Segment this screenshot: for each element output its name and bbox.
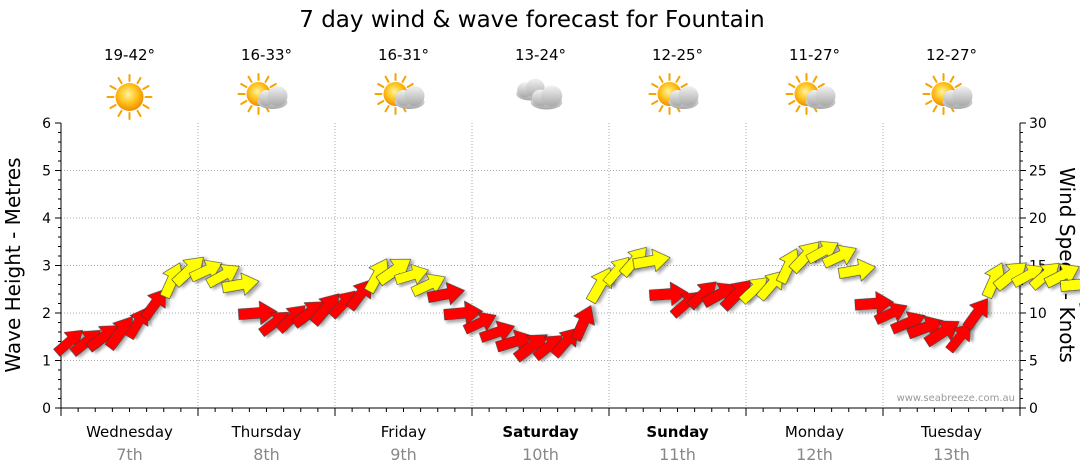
x-axis-ticks: [60, 408, 1021, 416]
left-tick-label: 0: [42, 401, 51, 417]
day-date-label: 10th: [522, 445, 559, 464]
day-date-label: 11th: [659, 445, 696, 464]
cloud-icon: [516, 78, 563, 110]
day-name-label: Thursday: [231, 423, 302, 441]
wind-arrow: [570, 305, 595, 342]
wind-arrow: [755, 270, 784, 302]
temp-range-label: 19-42°: [104, 46, 155, 64]
sun-icon: [106, 74, 153, 120]
day-name-label: Tuesday: [920, 423, 982, 441]
sun-cloud-icon: [374, 73, 425, 115]
wind-arrow: [462, 311, 497, 335]
wind-arrow: [443, 300, 483, 325]
wind-arrow: [788, 241, 820, 275]
wind-arrow: [923, 320, 960, 348]
sun-cloud-icon: [237, 73, 288, 115]
day-date-label: 12th: [796, 445, 833, 464]
day-name-label: Monday: [785, 423, 844, 441]
temp-range-label: 12-27°: [926, 46, 977, 64]
wind-arrow: [962, 298, 988, 331]
day-labels: Wednesday 7th Thursday 8th Friday 9th Saturday…: [86, 423, 982, 464]
temp-range-label: 16-31°: [378, 46, 429, 64]
day-date-label: 8th: [253, 445, 280, 464]
wind-arrow: [821, 244, 857, 269]
wind-arrow: [426, 282, 465, 306]
wind-arrow: [873, 302, 908, 325]
right-tick-label: 20: [1029, 211, 1047, 227]
chart-title: 7 day wind & wave forecast for Fountain: [299, 7, 764, 33]
temp-range-label: 16-33°: [241, 46, 292, 64]
wind-arrow: [550, 327, 579, 359]
day-name-label: Friday: [381, 423, 427, 441]
wind-arrow: [648, 281, 689, 306]
right-tick-label: 10: [1029, 306, 1047, 322]
sun-cloud-icon: [648, 73, 699, 115]
sun-cloud-icon: [785, 73, 836, 115]
wind-arrows: [53, 240, 1080, 363]
temp-range-label: 12-25°: [652, 46, 703, 64]
wind-arrow: [221, 272, 260, 296]
sun-cloud-icon: [922, 73, 973, 115]
left-tick-label: 1: [42, 354, 51, 370]
day-name-label: Wednesday: [86, 423, 173, 441]
right-tick-label: 25: [1029, 164, 1047, 180]
wind-arrow: [945, 323, 972, 354]
wind-arrow: [140, 288, 166, 322]
right-axis-ticks: 051015202530: [1020, 116, 1047, 417]
wind-arrow: [394, 264, 429, 285]
left-tick-label: 2: [42, 306, 51, 322]
day-date-label: 13th: [933, 445, 970, 464]
day-name-label: Sunday: [646, 423, 709, 441]
watermark: www.seabreeze.com.au: [897, 393, 1015, 404]
wind-arrow: [854, 291, 894, 316]
day-date-label: 7th: [116, 445, 143, 464]
left-axis-title: Wave Height - Metres: [1, 157, 25, 372]
right-tick-label: 0: [1029, 401, 1038, 417]
wind-arrow: [837, 258, 876, 282]
temp-range-label: 13-24°: [515, 46, 566, 64]
wind-arrow: [632, 248, 671, 272]
wind-arrow: [237, 300, 278, 325]
left-tick-label: 5: [42, 164, 51, 180]
left-tick-label: 6: [42, 116, 51, 132]
grid-lines: [61, 123, 1020, 408]
left-axis-ticks: 0 1 2 3 4 5 6: [42, 116, 61, 417]
left-tick-label: 4: [42, 211, 51, 227]
weather-row: 19-42° 16-33° 16-31° 13-24° 12-25° 11-27° 12-2…: [104, 46, 977, 120]
temp-range-label: 11-27°: [789, 46, 840, 64]
day-date-label: 9th: [390, 445, 417, 464]
right-tick-label: 30: [1029, 116, 1047, 132]
day-name-label: Saturday: [502, 423, 579, 441]
right-tick-label: 5: [1029, 354, 1038, 370]
left-tick-label: 3: [42, 259, 51, 275]
